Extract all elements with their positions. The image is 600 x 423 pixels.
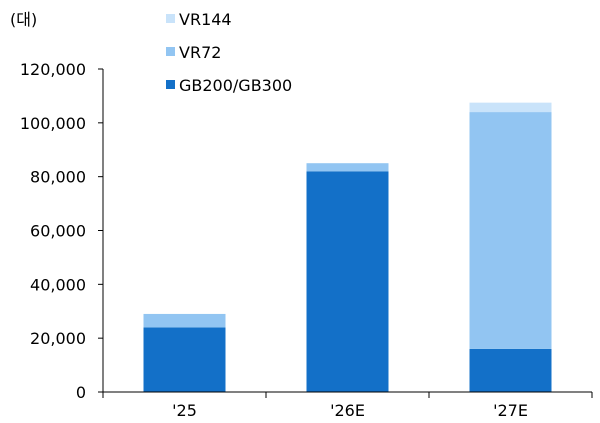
bar-segment — [469, 348, 552, 392]
legend-label: GB200/GB300 — [179, 76, 292, 95]
y-tick-label: 120,000 — [20, 60, 86, 79]
y-tick-label: 60,000 — [30, 222, 86, 241]
legend-label: VR72 — [179, 43, 221, 62]
y-tick-label: 0 — [76, 383, 86, 402]
legend-swatch — [166, 80, 175, 89]
x-tick-label: '25 — [172, 401, 197, 420]
y-tick-label: 40,000 — [30, 275, 86, 294]
legend: VR144 VR72 GB200/GB300 — [166, 10, 292, 95]
bar-segment — [469, 112, 552, 349]
bar-segment — [143, 327, 226, 392]
y-tick-label: 100,000 — [20, 114, 86, 133]
bar-segment — [306, 171, 389, 392]
bar-segment — [143, 313, 226, 328]
y-tick-label: 20,000 — [30, 329, 86, 348]
legend-label: VR144 — [179, 10, 232, 29]
y-tick-label: 80,000 — [30, 168, 86, 187]
y-axis-unit-label: (대) — [10, 10, 37, 29]
legend-swatch — [166, 47, 175, 56]
x-tick-label: '27E — [493, 401, 528, 420]
bar-segment — [469, 102, 552, 113]
bars — [143, 102, 552, 392]
legend-swatch — [166, 14, 175, 23]
x-tick-label: '26E — [330, 401, 365, 420]
bar-segment — [306, 163, 389, 172]
axes: 0 20,000 40,000 60,000 80,000 100,000 120,000 '… — [20, 60, 593, 420]
